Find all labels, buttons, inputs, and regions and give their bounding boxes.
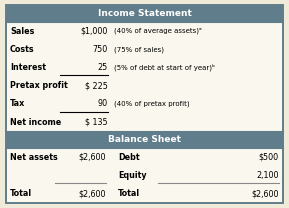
Bar [6, 131, 283, 148]
Text: (75% of sales): (75% of sales) [114, 46, 164, 53]
Text: Tax: Tax [10, 99, 25, 109]
Text: $500: $500 [259, 153, 279, 162]
Text: (40% of pretax profit): (40% of pretax profit) [114, 101, 190, 107]
Text: $2,600: $2,600 [79, 153, 106, 162]
Text: Costs: Costs [10, 45, 35, 54]
Text: (5% of debt at start of year)ᵇ: (5% of debt at start of year)ᵇ [114, 64, 215, 71]
Text: Net income: Net income [10, 118, 61, 127]
Text: Income Statement: Income Statement [98, 9, 191, 18]
Text: 750: 750 [93, 45, 108, 54]
Text: 2,100: 2,100 [257, 171, 279, 180]
Text: 25: 25 [98, 63, 108, 72]
Text: $1,000: $1,000 [81, 27, 108, 36]
Text: $ 135: $ 135 [85, 118, 108, 127]
Text: Debt: Debt [118, 153, 140, 162]
Text: Balance Sheet: Balance Sheet [108, 135, 181, 144]
Text: Sales: Sales [10, 27, 34, 36]
Text: (40% of average assets)ᵃ: (40% of average assets)ᵃ [114, 28, 202, 34]
Bar [6, 5, 283, 22]
Text: Equity: Equity [118, 171, 147, 180]
Text: Total: Total [118, 189, 140, 198]
Text: Net assets: Net assets [10, 153, 58, 162]
Text: 90: 90 [98, 99, 108, 109]
Text: Interest: Interest [10, 63, 46, 72]
Text: Pretax profit: Pretax profit [10, 81, 68, 90]
Text: $2,600: $2,600 [251, 189, 279, 198]
Text: Total: Total [10, 189, 32, 198]
Text: $2,600: $2,600 [79, 189, 106, 198]
Text: $ 225: $ 225 [85, 81, 108, 90]
